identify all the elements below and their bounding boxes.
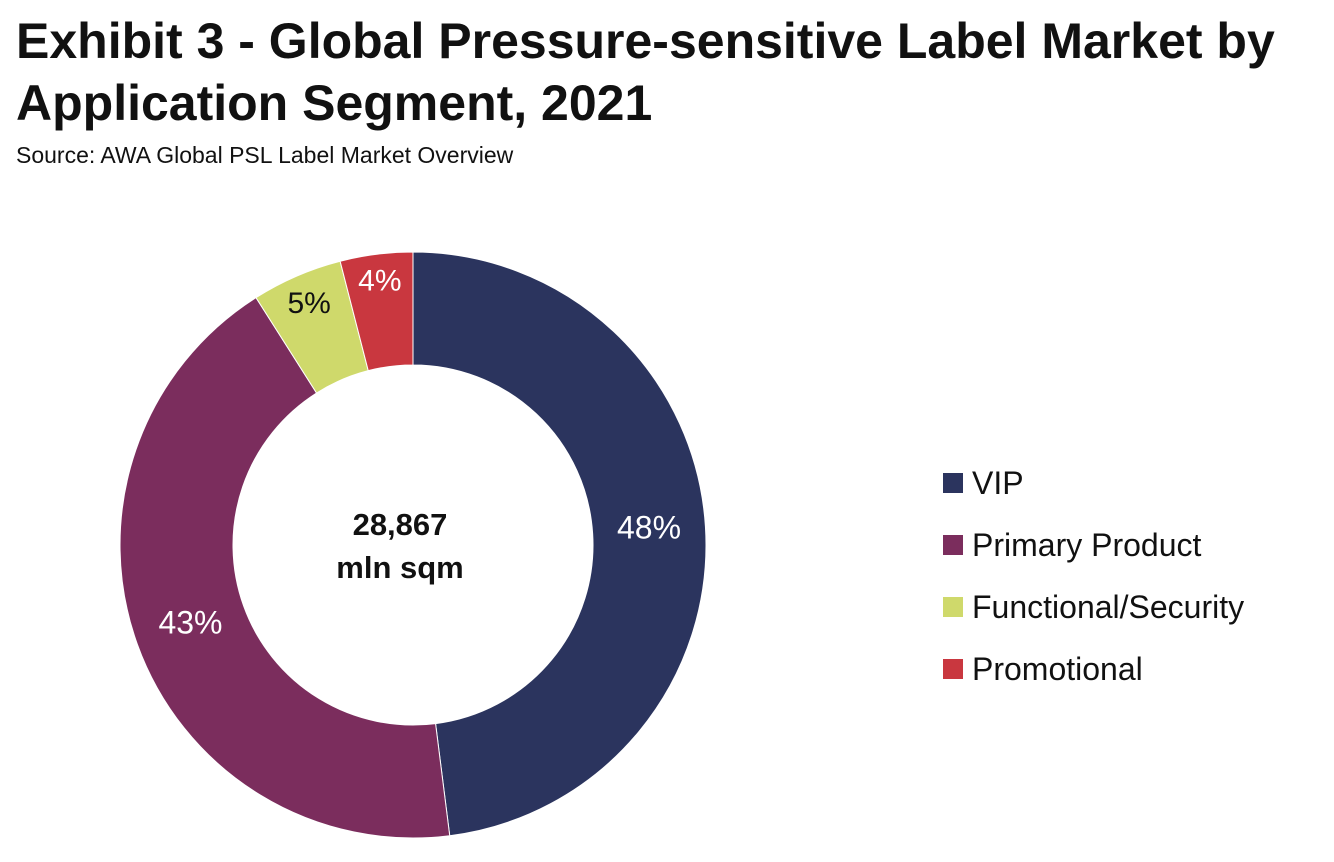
- slice-label-vip: 48%: [617, 510, 681, 546]
- legend-item-promotional: Promotional: [943, 638, 1244, 700]
- legend-label-primary-product: Primary Product: [972, 527, 1202, 563]
- center-total-unit: mln sqm: [336, 550, 463, 585]
- legend-label-promotional: Promotional: [972, 651, 1143, 687]
- chart-title: Exhibit 3 - Global Pressure-sensitive La…: [16, 13, 1275, 131]
- legend-label-functional-security: Functional/Security: [972, 589, 1245, 625]
- center-total-value: 28,867: [353, 507, 448, 542]
- legend-item-functional-security: Functional/Security: [943, 576, 1244, 638]
- slice-vip: [412, 251, 707, 837]
- legend-swatch-primary-product: [943, 535, 963, 555]
- legend-item-vip: VIP: [943, 452, 1244, 514]
- slice-label-functional-security: 5%: [287, 287, 330, 320]
- legend-swatch-promotional: [943, 659, 963, 679]
- legend-label-vip: VIP: [972, 465, 1024, 501]
- legend-swatch-functional-security: [943, 597, 963, 617]
- chart-source: Source: AWA Global PSL Label Market Over…: [16, 142, 514, 168]
- slice-primary-product: [119, 296, 451, 839]
- slice-promotional: [339, 251, 414, 372]
- legend-swatch-vip: [943, 473, 963, 493]
- slice-label-promotional: 4%: [358, 265, 401, 298]
- legend-item-primary-product: Primary Product: [943, 514, 1244, 576]
- slice-label-primary-product: 43%: [158, 605, 222, 641]
- legend: VIP Primary Product Functional/Security …: [943, 452, 1244, 700]
